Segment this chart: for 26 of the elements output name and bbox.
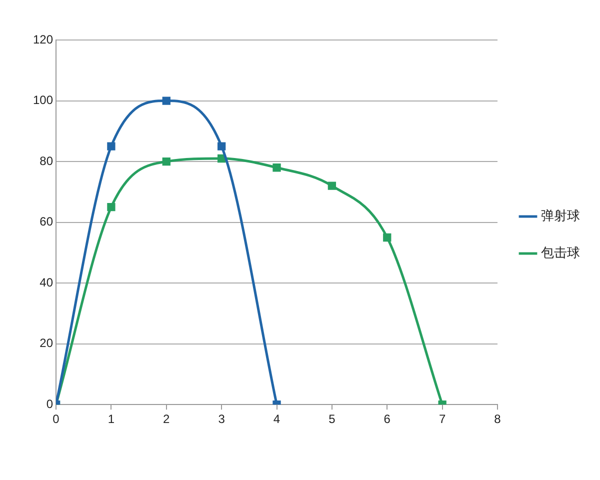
y-tick-label: 0 (46, 396, 54, 411)
point (107, 142, 116, 150)
y-tick-label: 80 (40, 154, 54, 168)
x-tick-label: 2 (163, 412, 170, 426)
y-tick-label: 60 (40, 214, 54, 229)
legend-label: 弹射球 (541, 208, 580, 224)
point (383, 233, 392, 242)
x-tick-label: 8 (494, 412, 502, 426)
x-tick-label: 4 (273, 412, 280, 426)
y-tick-label: 100 (32, 93, 54, 108)
point (328, 182, 336, 190)
point (218, 154, 226, 163)
x-tick-label: 3 (218, 412, 226, 426)
point (162, 157, 170, 166)
point (162, 96, 170, 105)
legend-label: 包击球 (541, 245, 580, 260)
y-tick-label: 120 (32, 32, 54, 46)
x-tick-label: 7 (438, 412, 446, 426)
x-tick-label: 6 (384, 412, 391, 426)
y-tick-label: 20 (40, 336, 54, 350)
y-tick-label: 40 (40, 275, 54, 290)
x-tick-label: 5 (328, 412, 336, 426)
point (107, 203, 116, 212)
point (218, 142, 226, 150)
x-tick-label: 1 (108, 412, 115, 426)
point (272, 164, 281, 172)
